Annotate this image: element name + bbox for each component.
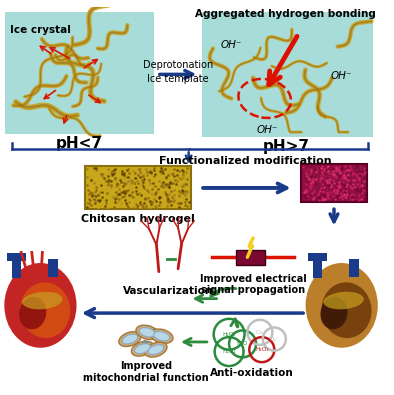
Text: O₂⁻: O₂⁻	[269, 337, 279, 342]
Ellipse shape	[135, 344, 150, 354]
Text: Anti-oxidation: Anti-oxidation	[210, 368, 294, 378]
Bar	[349, 259, 359, 276]
Ellipse shape	[323, 292, 364, 309]
Bar	[48, 259, 58, 276]
Text: H₂O₂: H₂O₂	[255, 347, 269, 352]
FancyBboxPatch shape	[301, 164, 367, 202]
Bar	[5, 12, 154, 134]
Ellipse shape	[131, 341, 154, 356]
Text: H₂O₂: H₂O₂	[222, 349, 236, 354]
Ellipse shape	[151, 329, 173, 343]
Ellipse shape	[122, 334, 138, 344]
Text: Functionalized modification: Functionalized modification	[159, 156, 332, 166]
Text: Vascularization: Vascularization	[123, 286, 214, 296]
Text: Improved electrical
signal propagation: Improved electrical signal propagation	[200, 274, 307, 295]
Text: Deprotonation: Deprotonation	[143, 60, 213, 70]
Text: OH⁻: OH⁻	[220, 41, 242, 51]
Text: Improved
mitochondrial function: Improved mitochondrial function	[84, 361, 209, 383]
Ellipse shape	[139, 327, 155, 337]
Text: OH⁻: OH⁻	[257, 125, 278, 135]
Ellipse shape	[322, 282, 372, 338]
Ellipse shape	[119, 332, 141, 346]
FancyBboxPatch shape	[236, 250, 265, 265]
Bar	[7, 254, 26, 261]
Bar	[202, 12, 374, 137]
Ellipse shape	[145, 342, 167, 357]
Ellipse shape	[154, 331, 170, 341]
Text: Ice template: Ice template	[147, 74, 209, 85]
FancyBboxPatch shape	[85, 166, 191, 209]
Ellipse shape	[20, 282, 70, 338]
Ellipse shape	[19, 297, 46, 329]
Text: OH⁻: OH⁻	[331, 71, 352, 81]
Bar	[308, 254, 327, 261]
Text: Aggregated hydrogen bonding: Aggregated hydrogen bonding	[195, 9, 376, 19]
Text: pH<7: pH<7	[56, 136, 103, 151]
Ellipse shape	[320, 297, 348, 329]
Bar	[313, 257, 322, 278]
Text: H₂O₂: H₂O₂	[222, 332, 236, 337]
Ellipse shape	[22, 292, 63, 309]
Ellipse shape	[136, 325, 158, 339]
Ellipse shape	[306, 263, 378, 348]
Text: Chitosan hydrogel: Chitosan hydrogel	[81, 214, 195, 224]
Text: pH>7: pH>7	[262, 139, 309, 154]
Ellipse shape	[148, 345, 164, 355]
Text: Ice crystal: Ice crystal	[9, 25, 71, 35]
Ellipse shape	[4, 263, 76, 348]
Text: H₂O: H₂O	[237, 341, 248, 346]
Bar	[11, 257, 21, 278]
Text: Cu: Cu	[256, 330, 264, 335]
